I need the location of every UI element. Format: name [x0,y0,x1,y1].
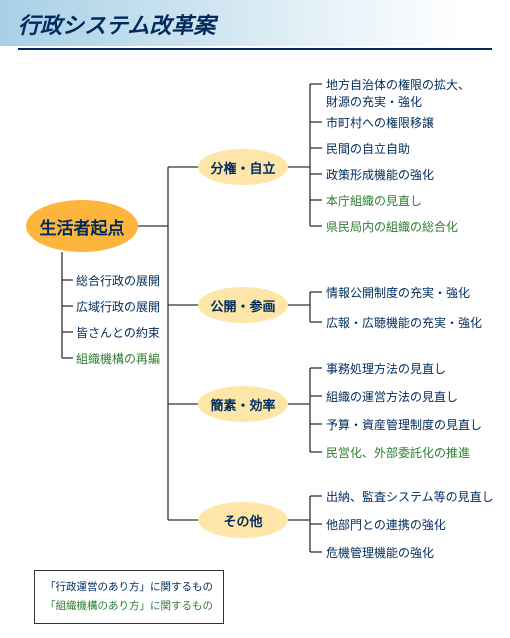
leaf-item: 本庁組織の見直し [326,192,422,209]
legend-line-2: 「組織機構のあり方」に関するもの [45,597,213,616]
category-node: その他 [198,502,288,538]
legend-box: 「行政運営のあり方」に関するもの 「組織機構のあり方」に関するもの [34,570,224,624]
leaf-item: 組織の運営方法の見直し [326,388,458,405]
leaf-item: 事務処理方法の見直し [326,360,446,377]
category-node: 公開・参画 [198,287,288,323]
leaf-item: 市町村への権限移譲 [326,114,434,131]
leaf-item: 他部門との連携の強化 [326,516,446,533]
root-sub-item: 広域行政の展開 [76,298,160,315]
leaf-item: 民間の自立自助 [326,140,410,157]
leaf-item: 予算・資産管理制度の見直し [326,416,482,433]
category-node: 簡素・効率 [198,386,288,422]
root-sub-item: 皆さんとの約束 [76,324,160,341]
root-sub-item: 組織機構の再編 [76,350,160,367]
leaf-item: 民営化、外部委託化の推進 [326,444,470,461]
category-node: 分権・自立 [198,149,288,185]
leaf-item: 地方自治体の権限の拡大、 財源の充実・強化 [326,76,470,110]
leaf-item: 出納、監査システム等の見直し [326,488,494,505]
leaf-item: 危機管理機能の強化 [326,544,434,561]
leaf-item: 政策形成機能の強化 [326,166,434,183]
leaf-item: 広報・広聴機能の充実・強化 [326,314,482,331]
leaf-item: 情報公開制度の充実・強化 [326,284,470,301]
legend-line-1: 「行政運営のあり方」に関するもの [45,578,213,597]
root-sub-item: 総合行政の展開 [76,272,160,289]
leaf-item: 県民局内の組織の総合化 [326,218,458,235]
root-node: 生活者起点 [26,200,138,252]
